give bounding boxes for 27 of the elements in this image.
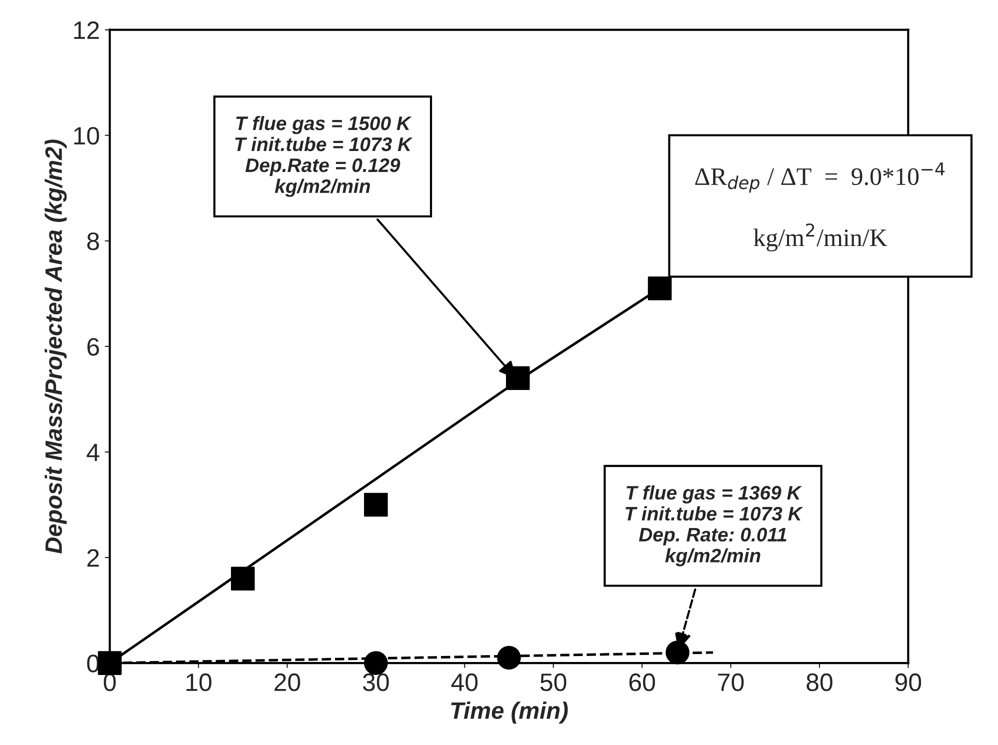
x-tick-label: 70 [718,673,744,692]
x-tick-label: 40 [451,673,478,692]
point [648,276,672,300]
point [666,640,690,664]
point [364,492,388,517]
point [230,566,255,591]
y-tick-label: 12 [74,21,99,39]
y-tick-label: 4 [86,444,100,462]
x-tick-label: 10 [186,673,212,692]
annotation: T flue gas = 1500 K T init.tube = 1073 K Dep.Rate = 0.129 kg/m2/min [235,116,413,197]
y-tick-label: 2 [87,549,99,567]
x-tick-label: 80 [806,673,832,692]
x-tick-label: 60 [629,673,655,692]
y-axis-title: Deposit Mass/Projected Area (kg/m2) [44,140,67,554]
point [98,651,122,675]
y-tick-label: 8 [87,232,99,250]
point [497,646,521,670]
x-axis-title: Time (min) [451,702,568,724]
annotation: T flue gas = 1369 K T init.tube = 1073 K Dep. Rate: 0.011 kg/m2/min [626,485,804,566]
text: ΔR$_{dep}$ / ΔT = 9.0*10$^{−4}$ kg/m$^{2}$/min/K [695,162,945,252]
point [364,651,388,675]
x-tick-label: 20 [274,673,300,692]
x-tick-label: 90 [895,673,922,692]
x-tick-label: 50 [540,673,566,692]
y-tick-label: 6 [87,338,99,356]
y-tick-label: 10 [74,126,100,145]
x-tick-label: 30 [362,673,389,692]
